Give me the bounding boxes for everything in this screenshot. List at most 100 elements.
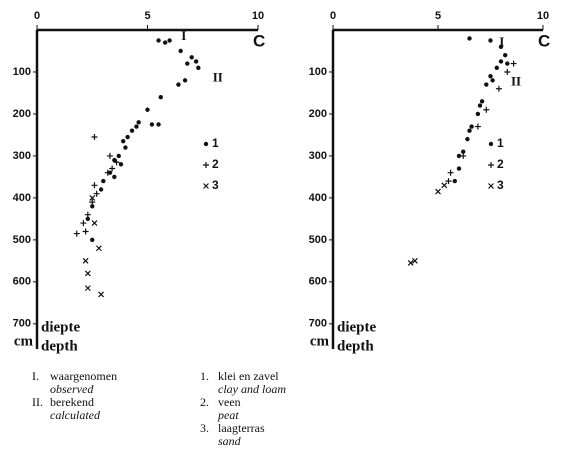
- point: [483, 106, 490, 113]
- point: [178, 48, 183, 54]
- point: [118, 162, 124, 167]
- point: [91, 182, 98, 189]
- point: [85, 216, 91, 222]
- point: [445, 178, 452, 185]
- point: [185, 61, 190, 66]
- point: [498, 44, 504, 49]
- y-tick-label: 400: [309, 192, 327, 204]
- point: [112, 174, 117, 180]
- point: [505, 61, 510, 66]
- point: [441, 182, 448, 189]
- point: [93, 190, 100, 197]
- x-tick-label: 0: [34, 10, 40, 22]
- key: II.: [32, 395, 43, 409]
- point: [465, 136, 470, 142]
- point: [503, 52, 508, 58]
- point: [109, 165, 116, 172]
- y-tick-label: 700: [309, 318, 327, 330]
- point: [167, 38, 172, 43]
- point: [98, 187, 104, 192]
- y-label-dutch: diepte: [41, 319, 81, 335]
- point: [98, 291, 105, 298]
- point: [95, 245, 102, 252]
- point: [447, 169, 454, 176]
- y-unit: cm: [14, 333, 34, 349]
- point: [504, 68, 511, 75]
- point: [193, 59, 199, 64]
- curve-label: II: [213, 69, 223, 84]
- point: [129, 128, 135, 133]
- point: [84, 211, 91, 218]
- x-tick-label: 10: [537, 10, 549, 22]
- curve-label: I: [181, 28, 186, 43]
- x-tick-label: 0: [330, 10, 336, 22]
- point: [182, 78, 188, 83]
- footnote-item: 3. laagterras sand: [200, 422, 286, 448]
- point: [467, 36, 472, 41]
- footnote-curves: I. waargenomen observed II. berekend calcula…: [32, 370, 117, 422]
- point: [469, 124, 474, 129]
- legend-symbol: [488, 162, 494, 168]
- point: [73, 230, 80, 237]
- point: [120, 139, 126, 144]
- english: calculated: [50, 408, 100, 422]
- dutch: laagterras: [218, 421, 265, 435]
- footnote-item: 1. klei en zavel clay and loam: [200, 370, 286, 396]
- key: 1.: [200, 369, 209, 383]
- legend-symbol: [203, 141, 209, 147]
- y-label-dutch: diepte: [337, 319, 377, 335]
- point: [477, 103, 483, 108]
- point: [158, 94, 163, 100]
- x-tick-label: 5: [144, 10, 150, 22]
- legend-label: 2: [497, 157, 504, 171]
- legend-label: 1: [497, 136, 504, 150]
- y-tick-label: 700: [13, 318, 31, 330]
- point: [411, 257, 418, 264]
- point: [456, 166, 462, 171]
- dutch: klei en zavel: [218, 369, 279, 383]
- point: [145, 107, 150, 112]
- legend-symbol: [203, 162, 209, 168]
- point: [475, 111, 481, 117]
- y-tick-label: 300: [309, 150, 327, 162]
- dutch: waargenomen: [50, 369, 118, 383]
- point: [162, 40, 168, 45]
- y-tick-label: 400: [13, 192, 31, 204]
- english: clay and loam: [218, 382, 286, 396]
- point: [196, 65, 201, 70]
- point: [90, 204, 95, 209]
- y-label-english: depth: [41, 338, 78, 354]
- point: [510, 60, 517, 67]
- y-tick-label: 100: [13, 66, 31, 78]
- curve-label: I: [499, 34, 504, 49]
- footnote-item: I. waargenomen observed: [32, 370, 117, 396]
- y-tick-label: 200: [309, 108, 327, 120]
- key: 2.: [200, 395, 209, 409]
- point: [176, 82, 181, 87]
- point: [91, 220, 98, 227]
- y-tick-label: 100: [309, 66, 327, 78]
- y-unit: cm: [310, 333, 330, 349]
- point: [84, 285, 91, 292]
- point: [495, 85, 502, 92]
- curve-label: II: [511, 74, 521, 89]
- x-tick-label: 5: [435, 10, 441, 22]
- point: [156, 122, 161, 127]
- point: [89, 194, 96, 201]
- legend-label: 1: [212, 136, 219, 150]
- footnote-materials: 1. klei en zavel clay and loam 2. veen peat …: [200, 370, 286, 448]
- point: [484, 82, 489, 87]
- point: [474, 123, 481, 130]
- legend-symbol: [488, 183, 494, 189]
- point: [104, 169, 111, 176]
- legend-label: 3: [497, 178, 504, 192]
- y-tick-label: 300: [13, 150, 31, 162]
- point: [84, 270, 91, 277]
- point: [435, 188, 441, 195]
- point: [407, 260, 414, 266]
- point: [461, 149, 466, 154]
- point: [106, 152, 113, 159]
- y-tick-label: 500: [309, 234, 327, 246]
- point: [112, 157, 117, 163]
